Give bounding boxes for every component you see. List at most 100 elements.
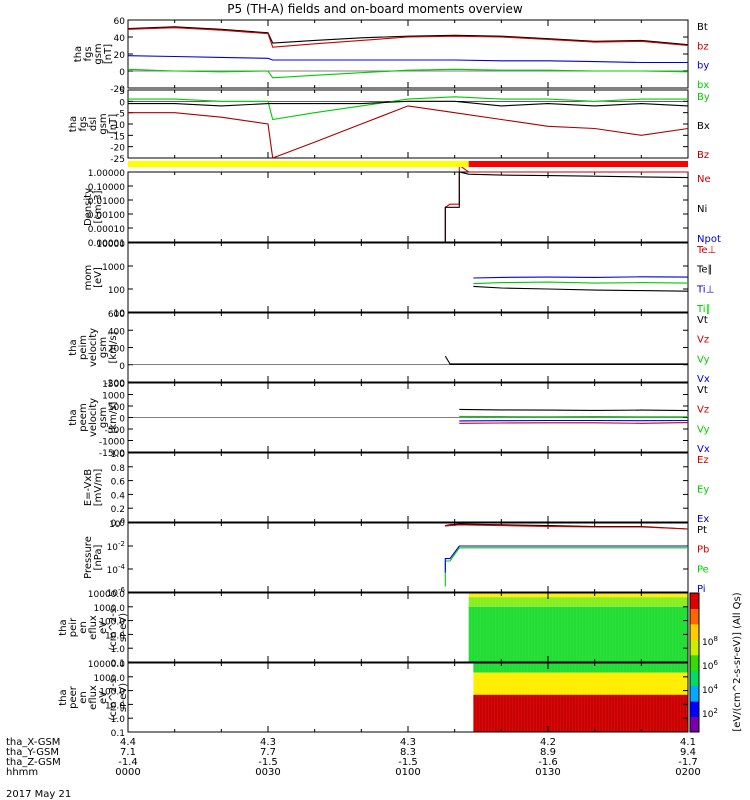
y-tick-label: 1000.0 xyxy=(94,674,126,684)
y-tick-label: 600 xyxy=(108,310,125,320)
legend-bx: bx xyxy=(697,80,709,91)
ephemeris-value: 0100 xyxy=(395,767,420,778)
series-line-Te∥ xyxy=(473,285,689,292)
ephemeris-value: 7.1 xyxy=(120,747,136,758)
ephemeris-label: tha_X-GSM xyxy=(6,737,60,748)
y-tick-label: -25 xyxy=(110,155,125,165)
ephemeris-value: -1.6 xyxy=(538,757,558,768)
legend-Bz: Bz xyxy=(697,150,709,161)
ephemeris-value: -1.5 xyxy=(258,757,278,768)
ephemeris-label: hhmm xyxy=(6,767,38,778)
y-axis-label: Pressure xyxy=(83,536,94,579)
y-tick-label: 100.0 xyxy=(99,688,125,698)
colorbar-label: [eV/(cm^2-s-sr-eV)] (All Qs) xyxy=(732,592,743,731)
panel-frame xyxy=(127,452,689,523)
mode-bar-segment xyxy=(128,161,469,167)
panel-efield: 1.0 0.8 0.6 0.4 0.2 0.0 E=-VxB [mV/m] Ez Ey Ex xyxy=(83,450,709,529)
y-tick-label: 1000 xyxy=(102,392,125,402)
colorbar-swatch xyxy=(690,593,699,609)
spectrogram-band xyxy=(468,606,688,662)
colorbar-tick-label: 108 xyxy=(702,635,718,648)
y-axis-label: velocity xyxy=(88,398,99,437)
ephemeris-label: tha_Z-GSM xyxy=(6,757,61,768)
y-axis-label: en xyxy=(78,621,89,634)
series-line-Vt xyxy=(444,355,688,365)
ephemeris-value: 0130 xyxy=(535,767,560,778)
panel-peim_velocity: 600 400 200 0 -200 tha peim velocity gsm [km/s] Vt… xyxy=(68,310,710,389)
y-tick-label: 0.1 xyxy=(111,729,125,739)
y-tick-label: 0.8 xyxy=(111,464,126,474)
ephemeris-label: tha_Y-GSM xyxy=(6,747,59,758)
series-line-Bx xyxy=(128,100,689,107)
y-axis-label: [nT] xyxy=(108,114,119,134)
y-axis-label: sr-eV) xyxy=(118,613,129,642)
y-tick-label: 40 xyxy=(114,34,126,44)
ephemeris-value: 7.7 xyxy=(260,747,276,758)
panel-frame xyxy=(127,171,689,243)
y-tick-label: 200 xyxy=(108,345,125,355)
y-tick-label: 5 xyxy=(119,87,125,97)
ephemeris-value: -1.5 xyxy=(398,757,418,768)
y-axis-label: mom xyxy=(83,265,94,291)
ephemeris-value: 4.1 xyxy=(680,737,696,748)
y-axis-label: eflux xyxy=(88,615,99,640)
y-tick-label: -200 xyxy=(105,379,126,389)
y-tick-label: 400 xyxy=(108,327,125,337)
ephemeris-value: 0030 xyxy=(255,767,280,778)
series-line-bx xyxy=(127,68,689,79)
legend-Vt: Vt xyxy=(697,315,708,326)
series-line-Vt xyxy=(459,408,689,412)
series-line-Pb xyxy=(444,524,689,530)
series-line-Ti⊥ xyxy=(473,276,689,279)
y-axis-label: gsm xyxy=(98,407,109,428)
y-axis-label: fgs xyxy=(78,116,89,131)
legend-by: by xyxy=(697,61,709,72)
legend-Ne: Ne xyxy=(697,174,711,185)
y-tick-label: 10000 xyxy=(96,240,125,250)
y-tick-label: 100 xyxy=(108,286,125,296)
legend-Ti⊥: Ti⊥ xyxy=(696,284,714,295)
y-tick-label: 10 xyxy=(114,309,126,319)
y-tick-label: -5 xyxy=(116,110,125,120)
y-tick-label: -1000 xyxy=(99,438,125,448)
y-axis-label: peem xyxy=(78,403,89,431)
y-axis-label: peim xyxy=(78,335,89,360)
colorbar-swatch xyxy=(690,623,699,640)
legend-Vx: Vx xyxy=(697,374,710,385)
y-tick-label: -15 xyxy=(110,132,125,142)
y-axis-label: eV xyxy=(98,691,109,704)
colorbar-swatch xyxy=(690,654,699,671)
legend-Ez: Ez xyxy=(697,455,709,466)
colorbar-swatch xyxy=(690,670,699,687)
y-axis-label: [mV/m] xyxy=(93,469,104,507)
ephemeris-value: 9.4 xyxy=(680,747,696,758)
series-line-Vz xyxy=(459,422,689,424)
ephemeris-value: 4.4 xyxy=(120,737,136,748)
spectrogram-band xyxy=(468,597,688,607)
legend-Ti∥: Ti∥ xyxy=(696,304,711,315)
panel-frame xyxy=(127,522,689,593)
y-axis-label: tha xyxy=(68,339,79,355)
spectrogram-band xyxy=(473,672,688,695)
panel-density: 1.00000 0.10000 0.01000 0.00100 0.00010 0.000… xyxy=(83,164,721,249)
series-line-by xyxy=(127,55,688,64)
series-line-Bt xyxy=(127,26,689,46)
spectrogram-band xyxy=(473,694,688,732)
series-line-Pe xyxy=(444,547,688,587)
ephemeris-value: 0200 xyxy=(675,767,700,778)
y-axis-label: peer xyxy=(68,685,79,709)
y-tick-label: 20 xyxy=(114,51,126,61)
y-tick-label: -500 xyxy=(105,426,126,436)
mode-bar xyxy=(128,161,688,167)
y-axis-label: gsm xyxy=(93,43,104,64)
legend-By: By xyxy=(697,92,710,103)
y-axis-label: [eV] xyxy=(93,267,104,288)
y-tick-label: 10-2 xyxy=(107,540,125,553)
legend-Te∥: Te∥ xyxy=(696,265,713,276)
series-line-Pi xyxy=(444,545,688,573)
y-axis-label: (cm^2-s- xyxy=(108,674,119,721)
series-line-Bz xyxy=(128,105,689,159)
y-tick-label: -1500 xyxy=(99,449,125,459)
